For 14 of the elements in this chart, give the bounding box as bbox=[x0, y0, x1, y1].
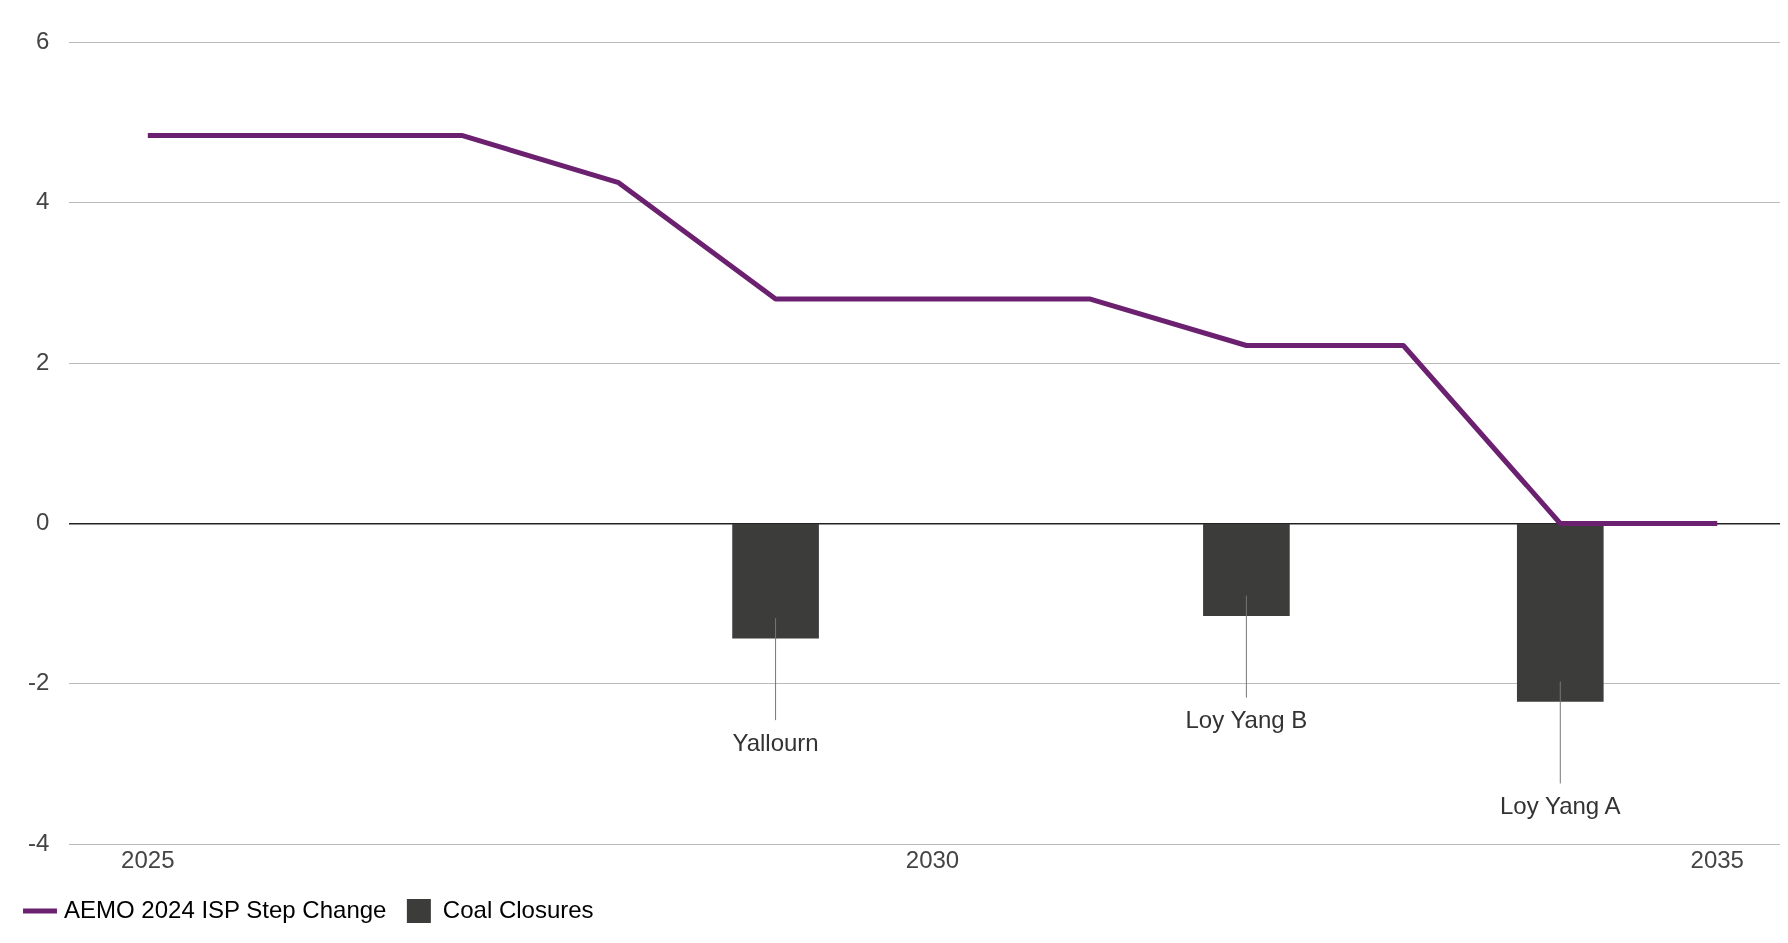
legend-label: AEMO 2024 ISP Step Change bbox=[64, 895, 387, 923]
y-tick-label: 6 bbox=[35, 27, 50, 55]
x-tick-label: 2025 bbox=[121, 846, 175, 874]
y-tick-label: -4 bbox=[28, 828, 50, 856]
y-tick-label: -2 bbox=[28, 668, 50, 696]
x-tick-label: 2030 bbox=[905, 846, 960, 874]
y-tick-label: 0 bbox=[35, 508, 50, 536]
legend-label: Coal Closures bbox=[442, 895, 594, 923]
annotation: Yallourn bbox=[732, 728, 819, 756]
x-tick-label: 2035 bbox=[1690, 846, 1744, 874]
annotation: Loy Yang A bbox=[1500, 792, 1621, 820]
y-tick-label: 4 bbox=[35, 187, 50, 215]
y-tick-label: 2 bbox=[35, 347, 50, 375]
annotation: Loy Yang B bbox=[1185, 706, 1308, 734]
